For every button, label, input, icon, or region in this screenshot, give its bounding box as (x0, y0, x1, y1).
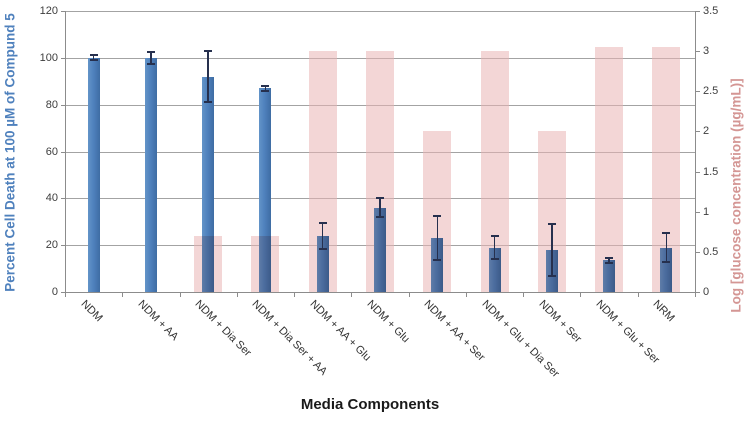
cell-death-bar (259, 88, 272, 292)
right-axis-tick-label: 0.5 (703, 245, 719, 258)
left-axis-tick-label: 100 (39, 51, 58, 64)
right-axis-tick-label: 1.5 (703, 165, 719, 178)
error-bar-cap-top (89, 54, 98, 57)
error-bar-cap-top (261, 84, 270, 87)
error-bar-cap-top (547, 223, 556, 226)
x-axis-tick (523, 292, 525, 297)
error-bar-cap-top (204, 49, 213, 52)
cell-death-bar (87, 57, 100, 292)
error-bar-cap-bottom (261, 89, 270, 92)
right-axis-tick-label: 3.5 (703, 5, 719, 17)
right-axis-tick-label: 3 (703, 45, 710, 58)
x-axis-tick (236, 292, 238, 297)
left-axis-tick (61, 292, 65, 293)
error-bar-cap-bottom (376, 216, 384, 219)
error-bar-cap-top (318, 221, 327, 224)
x-axis-tick (695, 292, 696, 297)
error-bar-cap-bottom (662, 260, 671, 263)
left-axis-tick-label: 80 (45, 98, 58, 111)
error-bar-cap-bottom (433, 259, 442, 262)
error-bar-cap-bottom (547, 274, 556, 277)
left-axis-tick (61, 198, 65, 200)
right-axis-tick (696, 171, 700, 173)
right-axis-tick (696, 211, 700, 213)
right-axis-tick (696, 131, 700, 133)
cell-death-bar (660, 247, 673, 292)
left-axis-tick (61, 11, 65, 12)
cell-death-bar (316, 235, 329, 292)
x-axis-tick (294, 292, 296, 297)
left-axis-tick (61, 151, 65, 153)
right-axis-tick (696, 11, 700, 12)
error-bar-cap-bottom (490, 258, 499, 261)
error-bar-line (150, 51, 152, 64)
cell-death-bar (431, 238, 444, 292)
cell-death-bar (603, 260, 616, 292)
x-axis-tick (408, 292, 410, 297)
cell-death-bar (202, 76, 215, 292)
right-axis-tick (696, 292, 700, 293)
error-bar-cap-bottom (318, 247, 327, 250)
error-bar-line (493, 235, 496, 260)
left-axis-line (65, 11, 66, 293)
error-bar-line (92, 55, 95, 61)
cell-death-bar (374, 207, 386, 292)
right-axis-tick (696, 91, 700, 93)
x-axis-tick (580, 292, 582, 297)
error-bar-cap-top (376, 197, 384, 200)
x-axis-tick (179, 292, 181, 297)
left-axis-tick-label: 120 (39, 5, 58, 17)
error-bar-line (551, 224, 553, 276)
error-bar-cap-bottom (146, 62, 155, 65)
right-axis-tick-label: 0 (703, 286, 710, 298)
error-bar-cap-top (146, 50, 155, 53)
error-bar-cap-bottom (605, 261, 614, 264)
error-bar-line (608, 258, 610, 263)
left-axis-tick (61, 245, 65, 247)
x-axis-tick (465, 292, 467, 297)
right-axis-tick (696, 51, 700, 53)
left-axis-tick-label: 0 (51, 286, 58, 298)
error-bar-line (436, 215, 439, 261)
error-bar-line (321, 222, 324, 249)
gridline (65, 11, 695, 12)
error-bar-cap-bottom (204, 101, 213, 104)
error-bar-cap-top (662, 232, 671, 235)
right-axis-tick (696, 251, 700, 253)
right-axis-tick-label: 2 (703, 125, 710, 138)
error-bar-line (665, 233, 668, 262)
x-axis-title: Media Components (300, 396, 440, 413)
left-axis-tick-label: 60 (45, 145, 58, 158)
error-bar-line (379, 198, 381, 218)
x-axis-tick (65, 292, 66, 297)
error-bar-cap-bottom (89, 59, 98, 62)
error-bar-cap-top (433, 214, 442, 217)
right-axis-tick-label: 1 (703, 205, 710, 218)
error-bar-line (207, 50, 209, 103)
left-axis-tick (61, 57, 65, 59)
error-bar-cap-top (490, 234, 499, 237)
right-axis-tick-label: 2.5 (703, 85, 719, 98)
glucose-bar (595, 47, 624, 292)
left-axis-tick (61, 104, 65, 106)
error-bar-line (264, 85, 267, 91)
left-axis-tick-label: 40 (45, 192, 58, 205)
cell-death-bar (144, 57, 157, 292)
x-axis-tick (351, 292, 353, 297)
bottom-axis-line (65, 292, 696, 293)
right-axis-line (695, 11, 696, 293)
x-axis-tick (122, 292, 124, 297)
left-axis-tick-label: 20 (45, 239, 58, 252)
error-bar-cap-top (605, 257, 614, 260)
x-axis-tick (637, 292, 639, 297)
